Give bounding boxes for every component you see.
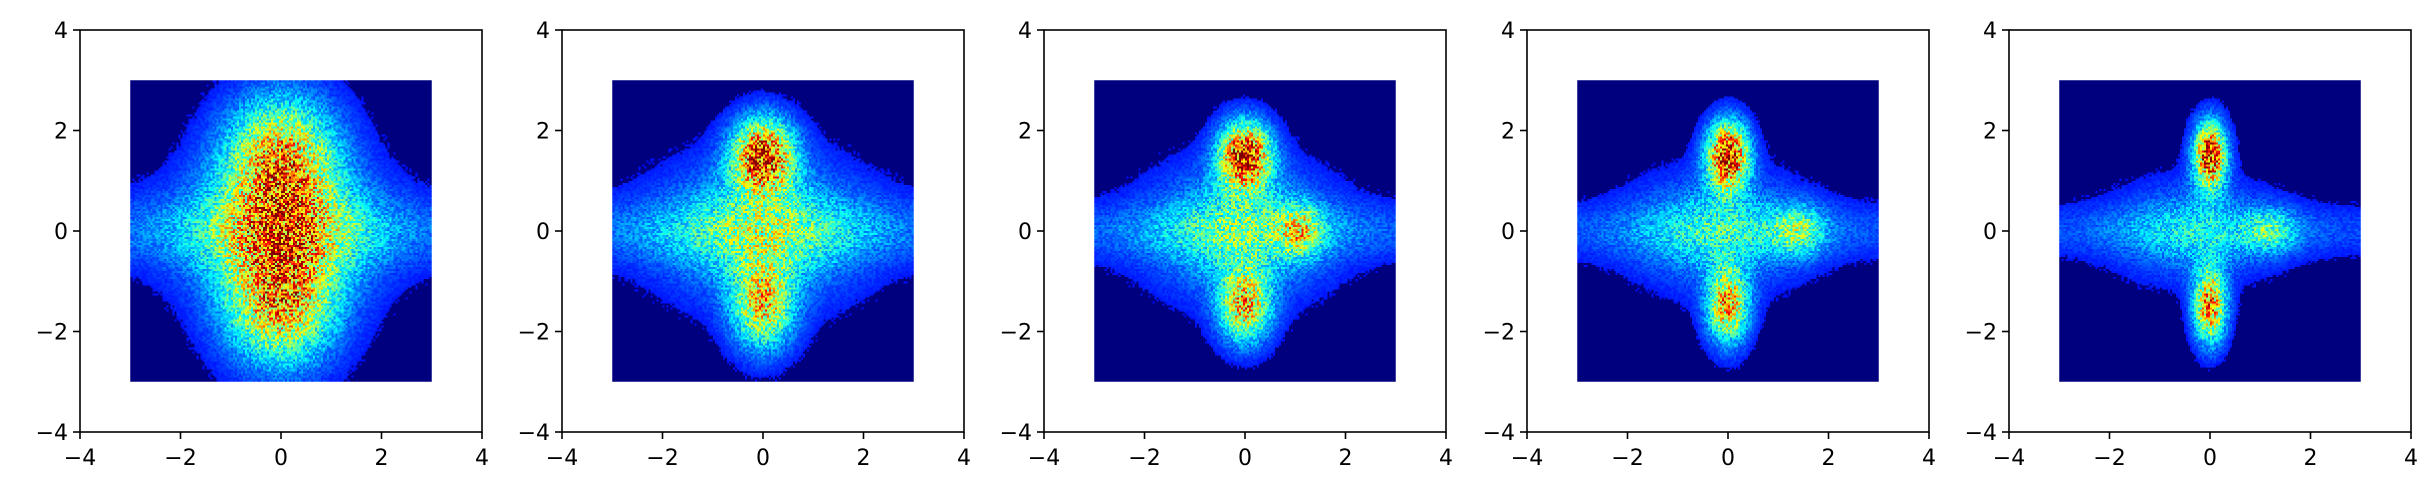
y-tick-label: 0: [1018, 220, 1032, 245]
x-tick-label: −2: [2093, 446, 2125, 471]
y-tick-label: 0: [1501, 220, 1515, 245]
x-tick-label: 0: [1238, 446, 1252, 471]
heatmap-image: [1577, 80, 1879, 382]
x-tick-label: −4: [546, 446, 578, 471]
x-tick-label: 2: [2304, 446, 2318, 471]
x-tick-label: −2: [1611, 446, 1643, 471]
x-tick-label: −4: [64, 446, 96, 471]
x-tick-label: −4: [1511, 446, 1543, 471]
x-tick-label: −4: [1028, 446, 1060, 471]
heatmap-image: [2059, 80, 2361, 382]
x-tick-label: 2: [1339, 446, 1353, 471]
x-tick-label: 0: [274, 446, 288, 471]
subplot-5: −4 −2 0 2 4 4 2 0 −2 −4: [1965, 19, 2418, 471]
y-tick-label: 2: [536, 120, 550, 145]
heatmap-image: [1094, 80, 1396, 382]
subplot-3: −4 −2 0 2 4 4 2 0 −2 −4: [1000, 19, 1453, 471]
y-tick-label: 2: [54, 120, 68, 145]
y-tick-label: −4: [1000, 421, 1032, 446]
y-tick-label: −4: [1965, 421, 1997, 446]
y-tick-label: 2: [1983, 120, 1997, 145]
y-tick-label: 4: [1018, 19, 1032, 44]
y-tick-label: −4: [518, 421, 550, 446]
x-tick-label: 4: [1439, 446, 1453, 471]
heatmap-image: [130, 80, 432, 382]
y-tick-label: −2: [1483, 321, 1515, 346]
x-tick-label: 4: [1922, 446, 1936, 471]
y-tick-label: 4: [1983, 19, 1997, 44]
subplot-4: −4 −2 0 2 4 4 2 0 −2 −4: [1483, 19, 1936, 471]
x-tick-label: −4: [1993, 446, 2025, 471]
x-tick-label: −2: [1128, 446, 1160, 471]
y-tick-label: 0: [1983, 220, 1997, 245]
y-tick-label: −2: [1965, 321, 1997, 346]
y-tick-label: −4: [1483, 421, 1515, 446]
y-tick-label: 0: [54, 220, 68, 245]
x-tick-label: 4: [2404, 446, 2418, 471]
y-tick-label: −2: [1000, 321, 1032, 346]
x-tick-label: 2: [375, 446, 389, 471]
y-tick-label: 2: [1501, 120, 1515, 145]
x-tick-label: 2: [857, 446, 871, 471]
x-tick-label: 4: [475, 446, 489, 471]
y-tick-label: 2: [1018, 120, 1032, 145]
y-tick-label: −2: [36, 321, 68, 346]
x-tick-label: 4: [957, 446, 971, 471]
x-tick-label: 0: [1721, 446, 1735, 471]
x-tick-label: −2: [164, 446, 196, 471]
x-tick-label: 0: [756, 446, 770, 471]
x-tick-label: −2: [646, 446, 678, 471]
y-tick-label: 4: [54, 19, 68, 44]
x-tick-label: 0: [2203, 446, 2217, 471]
subplot-1: −4 −2 0 2 4 4 2 0 −2 −4: [36, 19, 489, 471]
subplot-2: −4 −2 0 2 4 4 2 0 −2 −4: [518, 19, 971, 471]
y-tick-label: 4: [536, 19, 550, 44]
heatmap-image: [612, 80, 914, 382]
x-tick-label: 2: [1822, 446, 1836, 471]
y-tick-label: 4: [1501, 19, 1515, 44]
y-tick-label: −2: [518, 321, 550, 346]
y-tick-label: −4: [36, 421, 68, 446]
y-tick-label: 0: [536, 220, 550, 245]
